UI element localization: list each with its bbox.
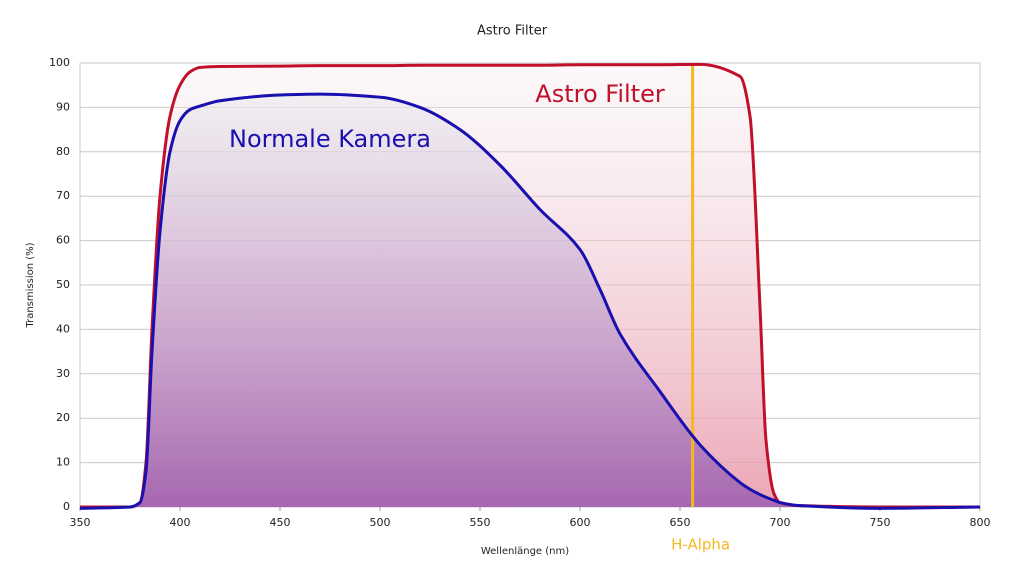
y-tick-label: 0 [63, 500, 70, 513]
x-tick-label: 350 [70, 516, 91, 529]
x-tick-label: 650 [670, 516, 691, 529]
x-tick-label: 700 [770, 516, 791, 529]
x-tick-label: 550 [470, 516, 491, 529]
y-tick-label: 90 [56, 100, 70, 113]
annotation-label: H-Alpha [671, 536, 730, 554]
x-tick-label: 400 [170, 516, 191, 529]
y-tick-label: 100 [49, 56, 70, 69]
y-tick-label: 40 [56, 322, 70, 335]
y-tick-label: 30 [56, 367, 70, 380]
x-axis-label: Wellenlänge (nm) [481, 546, 569, 557]
line [79, 62, 981, 509]
y-tick-label: 70 [56, 189, 70, 202]
y-axis-label: Transmission (%) [25, 242, 36, 328]
series-label: Normale Kamera [229, 125, 431, 153]
x-tick-label: 500 [370, 516, 391, 529]
area-fill [80, 94, 980, 509]
y-tick-label: 60 [56, 234, 70, 247]
y-tick-label: 80 [56, 145, 70, 158]
x-tick-label: 450 [270, 516, 291, 529]
chart-title: Astro Filter [477, 24, 548, 39]
x-tick-label: 600 [570, 516, 591, 529]
y-tick-label: 50 [56, 278, 70, 291]
y-tick-label: 10 [56, 456, 70, 469]
y-tick-label: 20 [56, 411, 70, 424]
line [79, 92, 981, 510]
x-tick-label: 800 [970, 516, 991, 529]
x-tick-label: 750 [870, 516, 891, 529]
series-label: Astro Filter [535, 80, 665, 108]
